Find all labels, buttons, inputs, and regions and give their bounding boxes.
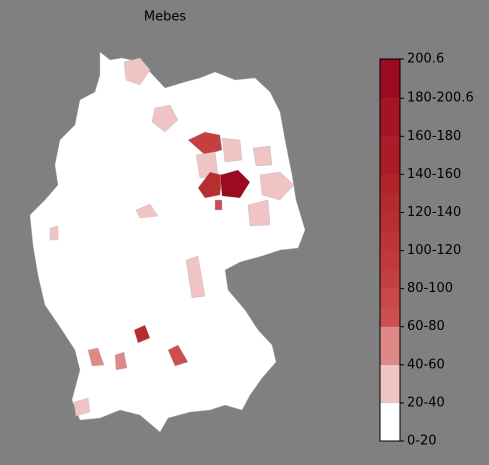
- colorbar: 0-20 20-40 40-60 60-80 80-100 100-120 120-140 1…: [379, 52, 474, 449]
- colorbar-segment: [380, 250, 400, 270]
- region: [167, 344, 189, 367]
- colorbar-segment: [380, 59, 400, 99]
- region: [87, 347, 105, 367]
- colorbar-tick-label: 200.6: [407, 52, 444, 67]
- region: [135, 203, 159, 219]
- colorbar-tick-label: 20-40: [407, 395, 445, 410]
- region: [151, 104, 179, 133]
- colorbar-segment: [380, 193, 400, 213]
- colorbar-segment: [380, 364, 400, 403]
- map-title: Mebes: [144, 10, 186, 25]
- colorbar-frame: [379, 58, 401, 442]
- region: [133, 324, 151, 344]
- region: [73, 397, 91, 417]
- region: [259, 171, 295, 201]
- region: [49, 225, 59, 241]
- colorbar-segment: [380, 174, 400, 194]
- colorbar-segment: [380, 212, 400, 232]
- region: [219, 169, 251, 199]
- region: [187, 131, 223, 156]
- colorbar-segment: [380, 326, 400, 365]
- colorbar-segment: [380, 402, 400, 441]
- region: [221, 137, 243, 163]
- germany-map: [29, 51, 306, 433]
- colorbar-segment: [380, 307, 400, 327]
- colorbar-tick-label: 140-160: [407, 167, 461, 182]
- colorbar-segment: [380, 98, 400, 137]
- colorbar-tick-label: 180-200.6: [407, 91, 474, 106]
- region: [252, 145, 273, 167]
- colorbar-segment: [380, 231, 400, 251]
- region: [185, 255, 206, 299]
- colorbar-tick-label: 0-20: [407, 434, 437, 449]
- colorbar-tick-label: 160-180: [407, 129, 461, 144]
- colorbar-tick-label: 80-100: [407, 281, 453, 296]
- colorbar-tick-label: 60-80: [407, 319, 445, 334]
- colorbar-segment: [380, 288, 400, 308]
- colorbar-segment: [380, 269, 400, 289]
- colorbar-tick-label: 40-60: [407, 357, 445, 372]
- region: [123, 57, 151, 86]
- colorbar-tick-label: 120-140: [407, 205, 461, 220]
- colorbar-segment: [380, 136, 400, 175]
- region: [214, 199, 223, 211]
- region: [114, 351, 128, 371]
- region: [247, 199, 271, 227]
- colorbar-tick-label: 100-120: [407, 243, 461, 258]
